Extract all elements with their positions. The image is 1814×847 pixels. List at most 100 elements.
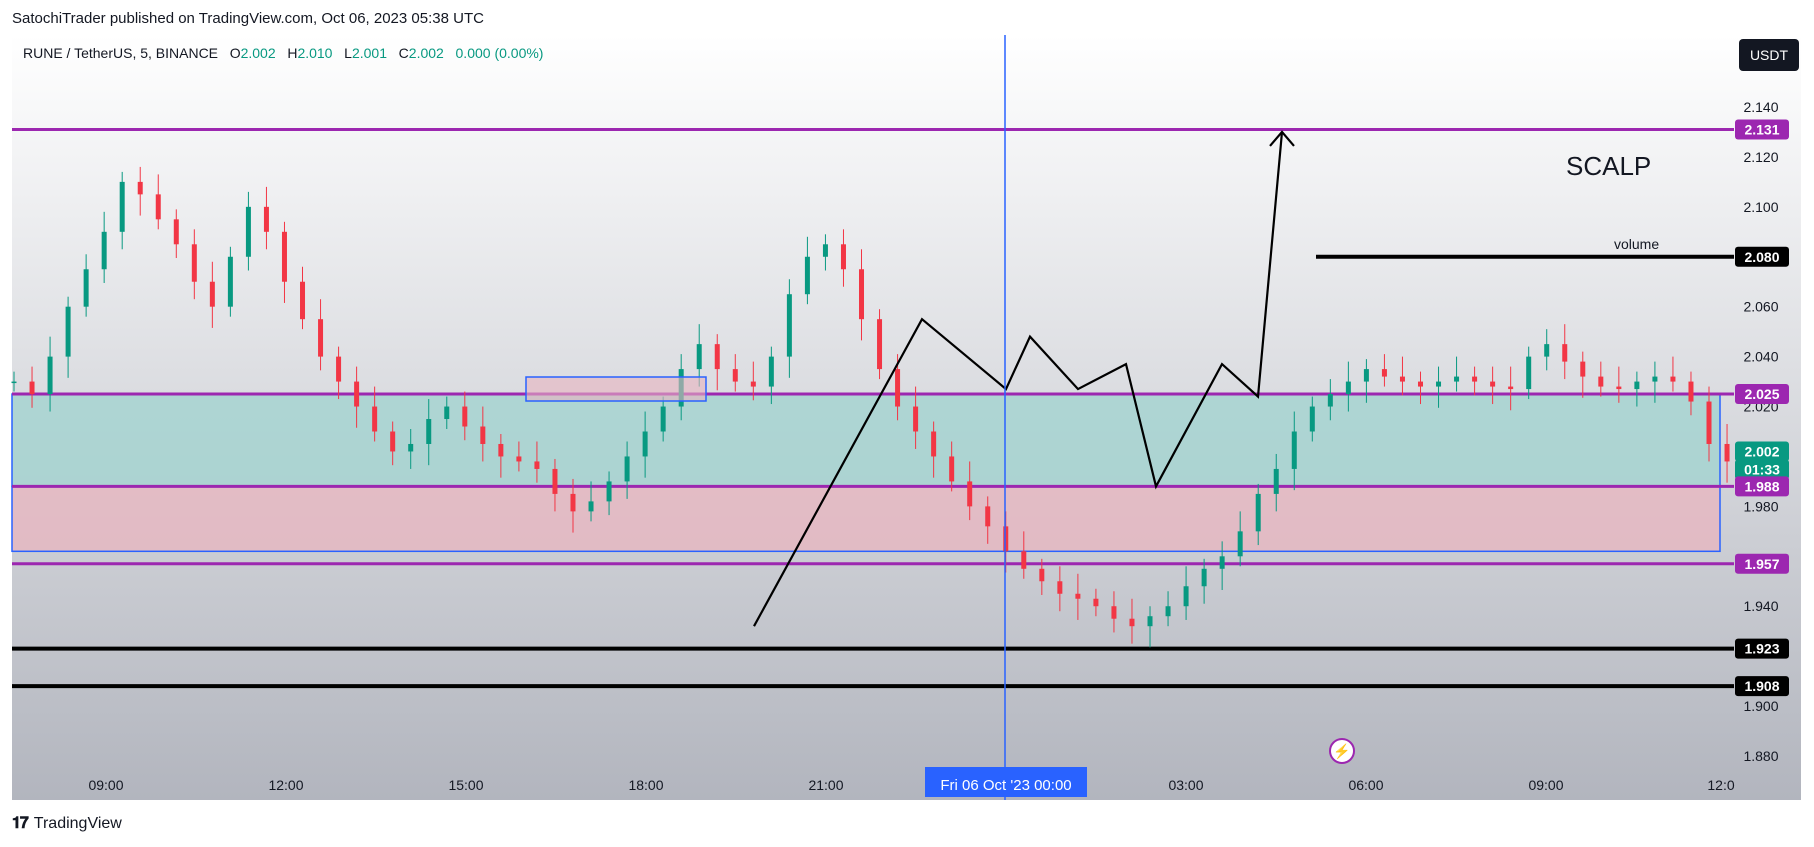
scalp-label: SCALP: [1566, 151, 1651, 181]
candle-body: [1724, 443, 1730, 462]
time-tick: 09:00: [1528, 777, 1563, 793]
candle-body: [1237, 531, 1243, 557]
price-label: 1.957: [1744, 556, 1779, 572]
lightning-icon[interactable]: ⚡: [1329, 738, 1355, 764]
candle-body: [786, 294, 792, 357]
candle-body: [1472, 376, 1478, 382]
time-tick: 12:0: [1707, 777, 1734, 793]
price-label: 2.080: [1744, 249, 1779, 265]
pattern-path: [753, 131, 1284, 627]
candle-body: [1147, 616, 1153, 627]
price-tick: 1.900: [1743, 698, 1778, 714]
candle-body: [696, 344, 702, 370]
candle-body: [804, 256, 810, 295]
candle-body: [1057, 581, 1063, 594]
candle-body: [732, 369, 738, 382]
price-tick: 1.880: [1743, 748, 1778, 764]
candle-body: [318, 319, 324, 357]
candle-body: [1273, 468, 1279, 494]
candle-body: [931, 431, 937, 457]
candle-body: [1327, 394, 1333, 407]
candle-body: [859, 269, 865, 320]
candle-body: [606, 481, 612, 502]
price-label-bg: [1735, 384, 1789, 405]
candle-body: [1580, 361, 1586, 377]
footer: 𝟏𝟕 TradingView: [12, 815, 122, 833]
candle-body: [1183, 586, 1189, 607]
price-label: 1.908: [1744, 678, 1779, 694]
candle-body: [1039, 568, 1045, 582]
candle-body: [191, 244, 197, 282]
candle-body: [444, 406, 450, 420]
time-tick: 06:00: [1348, 777, 1383, 793]
candle-body: [552, 468, 558, 494]
candle-body: [1003, 526, 1009, 552]
candle-body: [660, 406, 666, 432]
candle-body: [1219, 556, 1225, 569]
candle-body: [1291, 431, 1297, 469]
crosshair-time-label: Fri 06 Oct '23 00:00: [940, 777, 1071, 794]
candle-body: [1490, 381, 1496, 387]
price-label-bg: [1735, 459, 1789, 480]
low-label: L: [344, 45, 352, 61]
candle-body: [29, 381, 35, 395]
price-tick: 1.940: [1743, 598, 1778, 614]
candle-body: [840, 244, 846, 270]
candle-body: [300, 281, 306, 320]
open-label: O: [229, 45, 241, 61]
price-label-bg: [1735, 246, 1789, 267]
price-label-bg: [1735, 553, 1789, 574]
currency-button[interactable]: USDT: [1739, 39, 1799, 71]
change-value: 0.000 (0.00%): [455, 45, 544, 61]
candle-body: [390, 431, 396, 452]
time-tick: 09:00: [88, 777, 123, 793]
candle-body: [101, 231, 107, 270]
candle-body: [462, 406, 468, 427]
price-tick: 2.100: [1743, 199, 1778, 215]
candle-body: [336, 356, 342, 382]
price-tick: 2.060: [1743, 299, 1778, 315]
price-label: 2.002: [1744, 443, 1779, 459]
candle-body: [1436, 381, 1442, 387]
candle-body: [750, 381, 756, 387]
price-label: 2.131: [1744, 121, 1779, 137]
tradingview-logo-icon: 𝟏𝟕: [12, 815, 29, 832]
candle-body: [498, 443, 504, 457]
candle-body: [949, 456, 955, 482]
candle-body: [1616, 386, 1622, 390]
candle-body: [895, 369, 901, 407]
price-tick: 2.120: [1743, 149, 1778, 165]
candle-body: [1508, 386, 1514, 390]
candle-body: [1652, 376, 1658, 382]
candle-body: [985, 506, 991, 527]
crosshair-time-bg: [925, 767, 1087, 797]
candle-body: [1075, 593, 1081, 599]
time-tick: 12:00: [268, 777, 303, 793]
open-value: 2.002: [240, 45, 276, 61]
candle-body: [1201, 568, 1207, 587]
candle-body: [408, 443, 414, 452]
candle-body: [263, 206, 269, 232]
volume-label: volume: [1614, 236, 1659, 252]
low-value: 2.001: [351, 45, 387, 61]
price-label-bg: [1735, 638, 1789, 659]
close-value: 2.002: [408, 45, 444, 61]
candle-body: [1255, 493, 1261, 532]
candle-body: [480, 426, 486, 444]
time-tick: 18:00: [628, 777, 663, 793]
candle-body: [1688, 381, 1694, 402]
price-label: 01:33: [1744, 461, 1780, 477]
price-label: 1.988: [1744, 478, 1779, 494]
price-label-bg: [1735, 676, 1789, 697]
candle-body: [1363, 369, 1369, 382]
candle-body: [209, 281, 215, 307]
price-label-bg: [1735, 476, 1789, 497]
candle-body: [1670, 376, 1676, 382]
candle-body: [47, 356, 53, 395]
candle-body: [642, 431, 648, 457]
footer-brand: TradingView: [33, 815, 122, 832]
candle-body: [1454, 376, 1460, 382]
candle-body: [1399, 376, 1405, 382]
candle-body: [1165, 606, 1171, 617]
